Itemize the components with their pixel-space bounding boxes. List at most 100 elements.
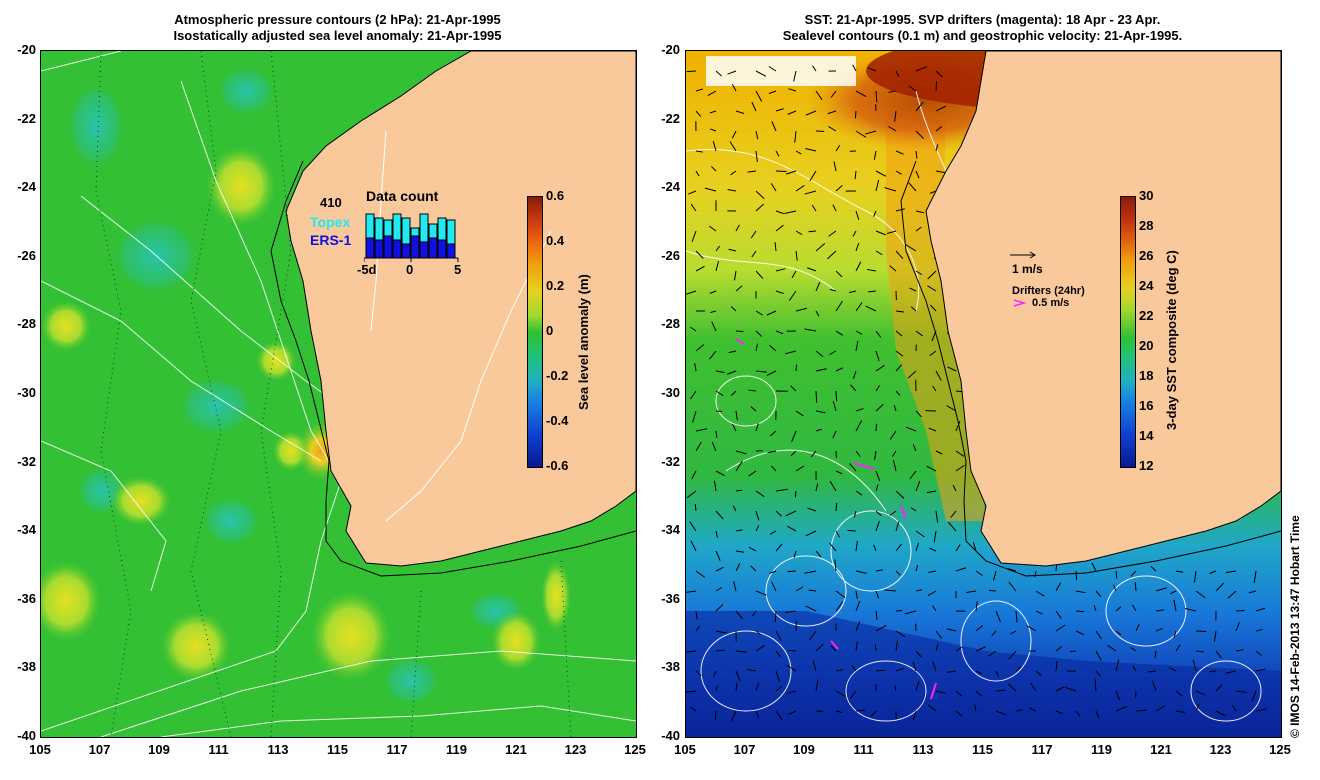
- velocity-arrow: [873, 544, 877, 552]
- velocity-arrow: [715, 604, 724, 612]
- velocity-arrow: [735, 529, 743, 532]
- y-tick-label: -38: [661, 659, 680, 675]
- colorbar-tick-label: 0: [546, 323, 554, 338]
- velocity-arrow: [755, 150, 758, 162]
- velocity-arrow: [855, 570, 867, 574]
- velocity-arrow: [810, 450, 817, 458]
- velocity-arrow: [686, 490, 697, 499]
- velocity-arrow: [788, 649, 797, 652]
- velocity-arrow: [785, 610, 797, 614]
- velocity-arrow: [875, 624, 887, 632]
- velocity-arrow: [950, 510, 957, 518]
- right-title-line1: SST: 21-Apr-1995. SVP drifters (magenta)…: [804, 12, 1161, 27]
- credit-label: © IMOS 14-Feb-2013 13:47 Hobart Time: [1288, 515, 1302, 738]
- colorbar-tick-label: 0.2: [546, 278, 565, 293]
- velocity-arrow: [895, 543, 902, 552]
- velocity-arrow: [855, 408, 864, 412]
- velocity-arrow: [804, 328, 817, 332]
- velocity-arrow: [829, 288, 837, 292]
- velocity-arrow: [827, 110, 837, 115]
- velocity-arrow: [795, 150, 802, 155]
- velocity-arrow: [735, 670, 741, 682]
- velocity-arrow: [815, 281, 821, 292]
- velocity-arrow: [690, 540, 697, 552]
- velocity-arrow: [808, 230, 817, 233]
- velocity-arrow: [735, 610, 744, 620]
- velocity-arrow: [947, 366, 957, 372]
- velocity-arrow: [1069, 650, 1077, 653]
- velocity-arrow: [735, 285, 743, 292]
- velocity-arrow: [686, 650, 697, 653]
- velocity-arrow: [694, 363, 697, 372]
- velocity-arrow: [728, 350, 737, 354]
- velocity-arrow: [805, 530, 817, 537]
- velocity-arrow: [955, 690, 962, 697]
- velocity-arrow: [889, 510, 897, 516]
- velocity-arrow: [915, 270, 923, 275]
- velocity-arrow: [904, 610, 917, 615]
- velocity-arrow: [1209, 670, 1217, 673]
- velocity-arrow: [807, 507, 817, 512]
- y-tick-label: -26: [17, 247, 36, 263]
- velocity-arrow: [935, 450, 943, 455]
- velocity-arrow: [895, 364, 903, 372]
- velocity-arrow: [892, 450, 897, 457]
- bathymetry-contour: [900, 160, 1281, 577]
- velocity-arrow: [775, 150, 780, 157]
- velocity-arrow: [835, 590, 846, 599]
- velocity-arrow: [774, 610, 777, 623]
- velocity-arrow: [755, 682, 760, 692]
- bathymetry-contour: [270, 160, 636, 577]
- velocity-arrow: [1030, 682, 1037, 692]
- velocity-arrow: [709, 290, 717, 294]
- velocity-arrow: [1075, 570, 1078, 581]
- velocity-arrow: [1008, 581, 1017, 592]
- velocity-arrow: [927, 285, 937, 292]
- velocity-arrow: [755, 710, 760, 719]
- y-tick-label: -22: [661, 110, 680, 126]
- velocity-arrow: [1094, 679, 1097, 692]
- data-count-histogram: [364, 213, 459, 262]
- right-map-panel[interactable]: [685, 50, 1282, 738]
- velocity-arrow: [932, 605, 937, 612]
- velocity-arrow: [875, 590, 880, 599]
- y-tick-label: -22: [17, 110, 36, 126]
- velocity-arrow: [728, 248, 737, 252]
- topex-bar: [383, 219, 393, 237]
- velocity-arrow: [1029, 707, 1037, 712]
- x-tick-label: 111: [208, 742, 229, 757]
- velocity-arrow: [849, 690, 857, 700]
- velocity-arrow: [955, 710, 963, 717]
- x-tick-label: 121: [1150, 742, 1172, 757]
- velocity-arrow: [835, 144, 841, 152]
- velocity-arrow: [884, 589, 897, 592]
- velocity-arrow: [905, 244, 917, 252]
- velocity-arrow: [875, 610, 878, 621]
- velocity-arrow: [735, 460, 743, 472]
- velocity-arrow: [935, 643, 939, 652]
- velocity-arrow: [915, 589, 923, 592]
- ers1-bar: [365, 237, 375, 259]
- x-tick-label: 123: [564, 742, 587, 757]
- velocity-arrow: [1055, 661, 1058, 672]
- velocity-arrow: [855, 90, 867, 97]
- velocity-arrow: [1015, 709, 1023, 712]
- velocity-arrow: [895, 630, 906, 638]
- velocity-arrow: [804, 190, 817, 195]
- velocity-arrow: [874, 450, 877, 460]
- ers1-bar: [383, 235, 393, 259]
- velocity-arrow: [855, 130, 867, 138]
- velocity-arrow: [751, 250, 757, 258]
- sst-colorbar: [1120, 196, 1136, 468]
- velocity-arrow: [767, 450, 777, 454]
- velocity-arrow: [905, 426, 917, 432]
- velocity-arrow: [1115, 606, 1122, 612]
- x-tick-label: 123: [1209, 742, 1232, 757]
- velocity-arrow: [735, 410, 738, 421]
- velocity-arrow: [746, 668, 757, 672]
- velocity-arrow: [1225, 670, 1237, 674]
- left-map-panel[interactable]: [40, 50, 637, 738]
- velocity-arrow: [909, 470, 917, 480]
- velocity-arrow: [1135, 709, 1147, 712]
- velocity-arrow: [694, 504, 697, 512]
